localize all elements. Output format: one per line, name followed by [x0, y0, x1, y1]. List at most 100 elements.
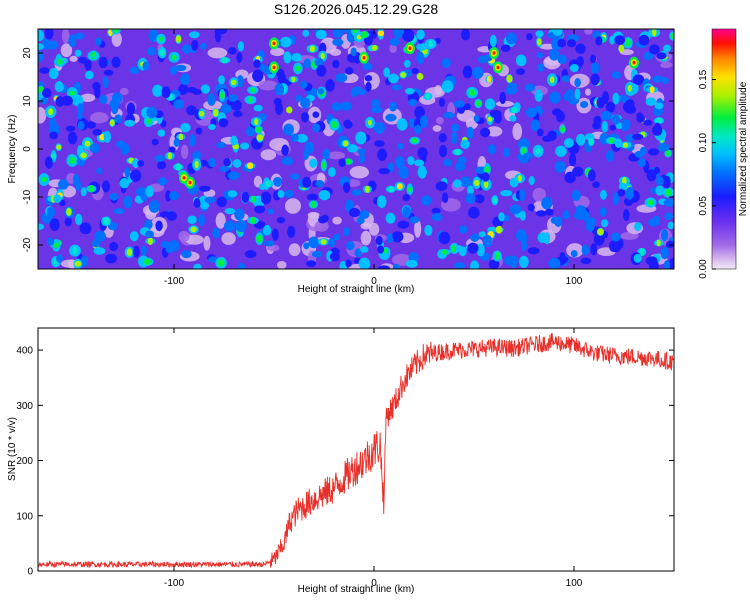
spectrogram-cell [388, 73, 399, 84]
spectrogram-cell [195, 127, 203, 135]
spectrogram-cell [547, 130, 557, 141]
spectrogram-cell [535, 148, 541, 154]
spectrogram-cell [115, 140, 126, 148]
spectrogram-cell [208, 123, 216, 130]
spectrogram-cell [609, 124, 617, 131]
y-tick-label: 20 [22, 47, 33, 59]
spectrogram-patch [512, 123, 523, 141]
spectrogram-patch [221, 232, 236, 245]
spectrogram-cell [221, 56, 229, 64]
spectrogram-cell [492, 51, 496, 55]
snr-y-label: SNR (10 * v/v) [7, 417, 18, 481]
spectrogram-cell [146, 106, 158, 119]
spectrogram-cell [468, 89, 476, 97]
spectrogram-cell [306, 193, 319, 201]
colorbar-tick-label: 0.15 [698, 69, 709, 89]
spectrogram-cell [625, 186, 634, 200]
spectrogram-cell [49, 131, 59, 140]
spectrogram-cell [89, 143, 100, 154]
spectrogram-cell [253, 59, 261, 68]
y-tick-label: 100 [16, 511, 33, 522]
spectrogram-cell [569, 153, 577, 167]
spectrogram-cell [638, 34, 650, 46]
spectrogram-cell [302, 29, 310, 38]
spectrogram-cell [230, 99, 242, 111]
spectrogram-cell [537, 38, 542, 46]
spectrogram-patch [432, 125, 442, 132]
spectrogram-cell [627, 84, 632, 92]
spectrogram-cell [457, 156, 467, 164]
spectrogram-cell [119, 177, 130, 189]
spectrogram-cell [362, 56, 366, 60]
spectrogram-cell [470, 233, 480, 242]
spectrogram-cell [378, 265, 391, 269]
spectrogram-cell [524, 83, 536, 92]
spectrogram-cell [521, 239, 528, 252]
spectrogram-cell [47, 40, 59, 50]
spectrogram-cell [40, 176, 48, 183]
spectrogram-cell [75, 213, 83, 226]
spectrogram-cell [405, 87, 415, 95]
spectrogram-cell [467, 185, 474, 195]
spectrogram-cell [661, 229, 669, 241]
spectrogram-cell [279, 36, 292, 48]
spectrogram-cell [612, 92, 620, 105]
spectrogram-cell [358, 210, 370, 219]
spectrogram-cell [55, 254, 63, 264]
spectrogram-cell [473, 115, 480, 122]
spectrogram-cell [554, 216, 563, 228]
spectrogram-cell [638, 158, 646, 168]
spectrogram-patch [584, 88, 592, 96]
spectrogram-cell [233, 110, 243, 118]
spectrogram-cell [103, 130, 111, 143]
spectrogram-cell [451, 132, 458, 144]
spectrogram-cell [386, 233, 394, 243]
spectrogram-cell [123, 195, 133, 209]
spectrogram-cell [407, 186, 413, 192]
spectrogram-cell [664, 188, 672, 197]
spectrogram-cell [536, 52, 543, 59]
spectrogram-patch [486, 126, 503, 137]
spectrogram-patch [434, 84, 442, 96]
spectrogram-cell [588, 138, 594, 146]
spectrogram-cell [274, 83, 285, 96]
spectrogram-cell [439, 144, 448, 158]
spectrogram-cell [487, 116, 493, 122]
spectrogram-cell [42, 87, 52, 99]
spectrogram-patch [184, 234, 204, 245]
spectrogram-cell [570, 250, 578, 258]
spectrogram-cell [339, 260, 348, 269]
spectrogram-cell [611, 114, 621, 125]
spectrogram-cell [646, 169, 657, 182]
spectrogram-cell [592, 181, 600, 189]
spectrogram-cell [56, 58, 63, 65]
spectrogram-cell [574, 88, 581, 100]
spectrogram-cell [85, 70, 94, 80]
spectrogram-cell [318, 216, 328, 224]
spectrogram-cell [593, 115, 602, 126]
spectrogram-cell [160, 240, 170, 249]
spectrogram-cell [388, 186, 394, 192]
spectrogram-cell [442, 249, 448, 255]
spectrogram-patch [38, 106, 47, 124]
colorbar-label: Normalized spectral amplitude [738, 81, 749, 216]
spectrogram-cell [74, 180, 82, 191]
spectrogram-cell [152, 84, 163, 97]
spectrogram-cell [291, 76, 296, 83]
spectrogram-cell [643, 51, 654, 61]
spectrogram-cell [355, 131, 367, 145]
spectrogram-cell [213, 108, 219, 117]
spectrogram-patch [288, 243, 301, 257]
spectrogram-cell [450, 123, 460, 132]
spectrogram-cell [623, 209, 630, 222]
spectrogram-cell [277, 189, 285, 198]
spectrogram-patch [111, 31, 122, 47]
spectrogram-cell [517, 174, 522, 182]
spectrogram-cell [325, 79, 335, 92]
spectrogram-cell [383, 248, 388, 254]
spectrogram-cell [309, 158, 318, 168]
spectrogram-cell [467, 242, 479, 254]
spectrogram-cell [527, 247, 540, 255]
spectrogram-cell [599, 207, 607, 217]
spectrogram-cell [165, 190, 172, 202]
